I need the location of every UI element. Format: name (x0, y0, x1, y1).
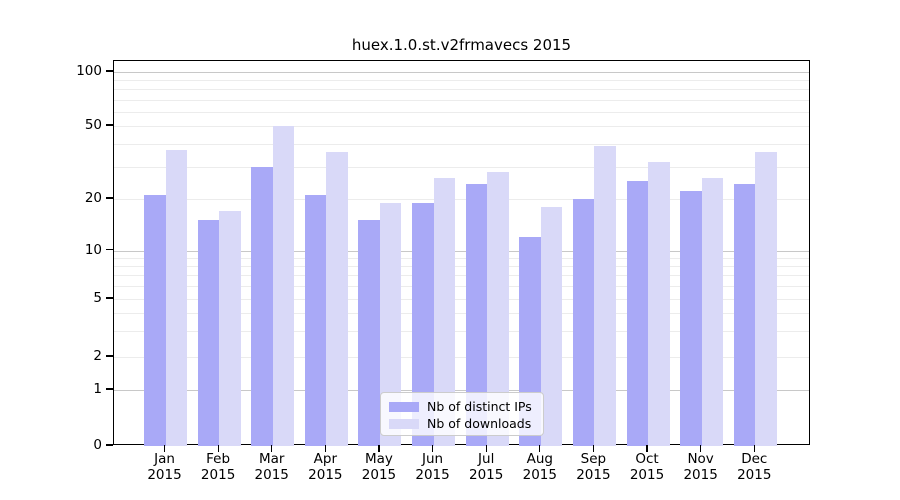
x-tick-sep (592, 445, 594, 452)
x-tick-label-dec: Dec 2015 (737, 451, 772, 483)
x-tick-label-jul: Jul 2015 (469, 451, 504, 483)
x-tick-feb (217, 445, 219, 452)
y-tick-5 (106, 297, 113, 299)
legend-entry-downloads: Nb of downloads (389, 415, 535, 432)
y-tick-100 (106, 70, 113, 72)
gridline-5 (114, 299, 809, 300)
legend: Nb of distinct IPs Nb of downloads (380, 392, 544, 436)
bar-nb-of-downloads-apr (326, 152, 348, 446)
x-tick-mar (271, 445, 273, 452)
bar-nb-of-distinct-ips-may (358, 220, 380, 446)
bar-nb-of-distinct-ips-jan (144, 195, 166, 446)
x-tick-jul (485, 445, 487, 452)
gridline-10 (114, 250, 809, 252)
x-tick-label-mar: Mar 2015 (254, 451, 289, 483)
x-tick-label-feb: Feb 2015 (200, 451, 236, 483)
bar-nb-of-distinct-ips-feb (197, 220, 220, 446)
plot-area (113, 60, 810, 446)
chart-title: huex.1.0.st.v2frmavecs 2015 (351, 36, 572, 54)
bar-nb-of-downloads-oct (648, 161, 670, 446)
legend-swatch-downloads (389, 418, 419, 429)
x-tick-jan (163, 445, 166, 452)
bar-nb-of-distinct-ips-dec (733, 184, 756, 446)
gridline-8 (114, 266, 809, 268)
bar-nb-of-downloads-aug (540, 206, 563, 446)
bar-nb-of-distinct-ips-apr (304, 195, 327, 446)
y-tick-label-10: 10 (84, 241, 102, 258)
bar-nb-of-distinct-ips-nov (680, 191, 702, 446)
y-tick-label-20: 20 (84, 190, 102, 206)
bar-nb-of-downloads-dec (755, 152, 777, 446)
bar-nb-of-distinct-ips-jul (465, 184, 488, 446)
gridline-70 (114, 99, 809, 101)
bar-nb-of-distinct-ips-sep (572, 199, 595, 446)
gridline-3 (114, 331, 809, 333)
bar-nb-of-downloads-feb (219, 211, 241, 446)
y-tick-50 (106, 124, 113, 126)
legend-swatch-distinct-ips (389, 401, 419, 412)
gridline-100 (114, 72, 809, 73)
gridline-50 (114, 126, 809, 127)
gridline-7 (114, 275, 809, 277)
x-tick-oct (646, 445, 648, 452)
gridline-20 (114, 199, 809, 200)
y-tick-10 (106, 248, 113, 251)
gridline-2 (114, 357, 809, 358)
bar-nb-of-distinct-ips-oct (626, 181, 649, 446)
bar-nb-of-downloads-mar (272, 126, 295, 446)
gridline-40 (114, 143, 809, 145)
y-tick-0 (106, 444, 113, 446)
y-tick-label-2: 2 (93, 348, 102, 364)
x-tick-label-nov: Nov 2015 (683, 451, 718, 483)
x-tick-label-jun: Jun 2015 (415, 451, 450, 483)
x-tick-nov (700, 445, 702, 452)
bar-nb-of-distinct-ips-jun (412, 202, 434, 446)
legend-entry-distinct-ips: Nb of distinct IPs (389, 398, 535, 415)
bar-nb-of-downloads-jun (433, 178, 456, 446)
y-tick-2 (106, 355, 113, 357)
y-tick-label-5: 5 (93, 290, 102, 306)
x-tick-label-oct: Oct 2015 (629, 451, 665, 483)
bar-nb-of-downloads-sep (594, 145, 616, 446)
y-tick-label-1: 1 (93, 381, 102, 397)
gridline-4 (114, 313, 809, 315)
bar-nb-of-downloads-jan (165, 149, 187, 446)
y-tick-20 (106, 197, 113, 199)
x-tick-label-apr: Apr 2015 (308, 451, 343, 483)
gridline-1 (114, 390, 809, 391)
bar-nb-of-downloads-nov (701, 178, 724, 446)
y-tick-label-50: 50 (84, 117, 102, 133)
x-tick-dec (753, 445, 755, 452)
legend-label-downloads: Nb of downloads (427, 416, 532, 431)
x-tick-apr (324, 445, 326, 452)
x-tick-label-aug: Aug 2015 (522, 451, 557, 483)
x-tick-aug (539, 445, 541, 452)
gridline-9 (114, 257, 809, 259)
y-tick-label-100: 100 (76, 63, 102, 79)
bar-nb-of-downloads-may (379, 202, 402, 446)
y-tick-label-0: 0 (93, 437, 102, 453)
bar-nb-of-downloads-jul (487, 172, 509, 446)
x-tick-label-may: May 2015 (361, 451, 397, 483)
y-tick-1 (106, 388, 113, 390)
gridline-80 (114, 89, 809, 91)
bar-nb-of-distinct-ips-mar (251, 166, 273, 446)
gridline-30 (114, 166, 809, 168)
gridline-90 (114, 80, 809, 82)
x-tick-label-jan: Jan 2015 (147, 451, 182, 483)
x-tick-label-sep: Sep 2015 (576, 451, 611, 483)
gridline-60 (114, 111, 809, 113)
x-tick-jun (431, 445, 434, 452)
legend-label-distinct-ips: Nb of distinct IPs (427, 399, 532, 414)
gridline-6 (114, 286, 809, 288)
x-tick-may (378, 445, 380, 452)
